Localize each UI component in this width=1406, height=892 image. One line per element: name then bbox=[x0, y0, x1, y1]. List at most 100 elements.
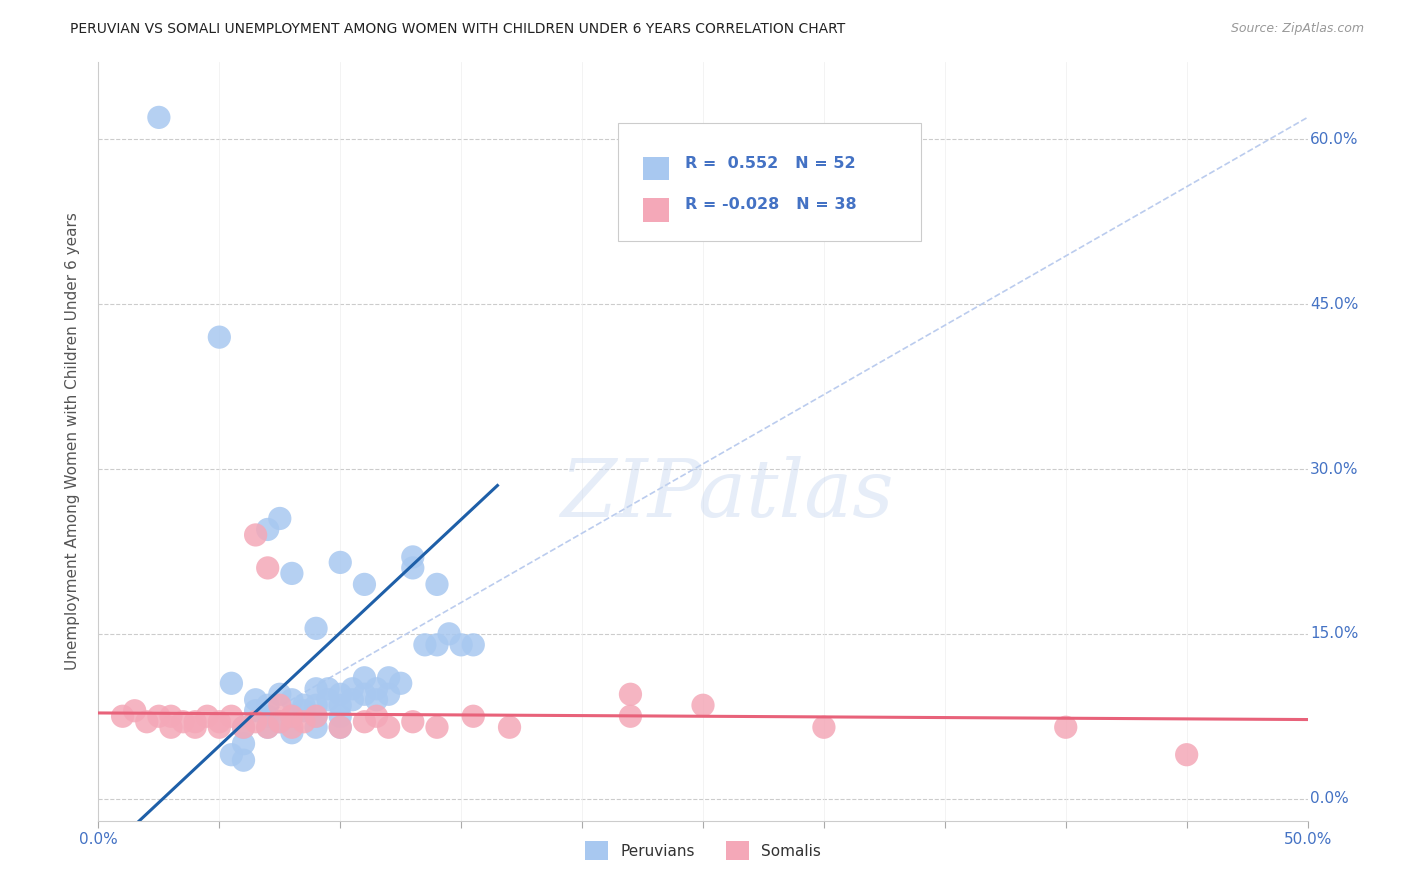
Point bbox=[329, 709, 352, 723]
Point bbox=[402, 561, 425, 575]
Text: Source: ZipAtlas.com: Source: ZipAtlas.com bbox=[1230, 22, 1364, 36]
Point bbox=[184, 714, 207, 729]
Point bbox=[389, 676, 412, 690]
Point bbox=[813, 720, 835, 734]
Point bbox=[1175, 747, 1198, 762]
Point bbox=[172, 714, 194, 729]
Text: R =  0.552   N = 52: R = 0.552 N = 52 bbox=[685, 156, 855, 170]
Point bbox=[426, 638, 449, 652]
Point bbox=[160, 709, 183, 723]
Point bbox=[269, 687, 291, 701]
Point bbox=[305, 709, 328, 723]
Point bbox=[195, 709, 218, 723]
Point bbox=[305, 698, 328, 713]
Point bbox=[426, 720, 449, 734]
Point bbox=[426, 577, 449, 591]
Point bbox=[377, 720, 399, 734]
FancyBboxPatch shape bbox=[643, 198, 669, 221]
Point bbox=[148, 709, 170, 723]
Point bbox=[269, 714, 291, 729]
Point bbox=[208, 714, 231, 729]
Point bbox=[463, 709, 485, 723]
Text: 0.0%: 0.0% bbox=[1310, 791, 1348, 806]
Point bbox=[329, 698, 352, 713]
Point bbox=[256, 720, 278, 734]
Text: 60.0%: 60.0% bbox=[1310, 132, 1358, 147]
Point bbox=[305, 621, 328, 635]
Point bbox=[353, 671, 375, 685]
Point bbox=[329, 687, 352, 701]
Y-axis label: Unemployment Among Women with Children Under 6 years: Unemployment Among Women with Children U… bbox=[65, 212, 80, 671]
Point bbox=[245, 714, 267, 729]
Point bbox=[269, 714, 291, 729]
Point bbox=[353, 577, 375, 591]
Point bbox=[498, 720, 520, 734]
Point bbox=[160, 720, 183, 734]
Point bbox=[366, 692, 388, 706]
Point bbox=[463, 638, 485, 652]
Point bbox=[245, 528, 267, 542]
Point bbox=[437, 627, 460, 641]
Point bbox=[292, 704, 315, 718]
Point bbox=[281, 720, 304, 734]
Point bbox=[245, 704, 267, 718]
Point bbox=[353, 687, 375, 701]
FancyBboxPatch shape bbox=[643, 157, 669, 180]
Point bbox=[450, 638, 472, 652]
Point bbox=[305, 709, 328, 723]
Point bbox=[232, 720, 254, 734]
Point bbox=[269, 511, 291, 525]
Point bbox=[619, 687, 641, 701]
Point bbox=[292, 714, 315, 729]
Point bbox=[292, 698, 315, 713]
Point bbox=[366, 709, 388, 723]
Point bbox=[305, 720, 328, 734]
FancyBboxPatch shape bbox=[619, 123, 921, 241]
Point bbox=[329, 720, 352, 734]
Point bbox=[221, 747, 243, 762]
Text: 30.0%: 30.0% bbox=[1310, 461, 1358, 476]
Point bbox=[232, 720, 254, 734]
Point bbox=[256, 709, 278, 723]
Point bbox=[305, 681, 328, 696]
Point bbox=[1054, 720, 1077, 734]
Point bbox=[353, 714, 375, 729]
Point bbox=[232, 753, 254, 767]
Point bbox=[329, 556, 352, 570]
Point bbox=[184, 720, 207, 734]
Point bbox=[148, 111, 170, 125]
Point bbox=[342, 681, 364, 696]
Text: 45.0%: 45.0% bbox=[1310, 297, 1358, 311]
Point bbox=[281, 692, 304, 706]
Point bbox=[366, 681, 388, 696]
Text: R = -0.028   N = 38: R = -0.028 N = 38 bbox=[685, 197, 856, 212]
Text: ZIPatlas: ZIPatlas bbox=[561, 456, 894, 533]
Point bbox=[281, 566, 304, 581]
Point bbox=[413, 638, 436, 652]
Point bbox=[135, 714, 157, 729]
Point bbox=[329, 720, 352, 734]
Point bbox=[281, 709, 304, 723]
Point bbox=[316, 681, 339, 696]
Point bbox=[377, 687, 399, 701]
Point bbox=[342, 692, 364, 706]
Text: PERUVIAN VS SOMALI UNEMPLOYMENT AMONG WOMEN WITH CHILDREN UNDER 6 YEARS CORRELAT: PERUVIAN VS SOMALI UNEMPLOYMENT AMONG WO… bbox=[70, 22, 845, 37]
Point bbox=[256, 523, 278, 537]
Point bbox=[377, 671, 399, 685]
Point bbox=[281, 709, 304, 723]
Point bbox=[256, 698, 278, 713]
Point bbox=[619, 709, 641, 723]
Legend: Peruvians, Somalis: Peruvians, Somalis bbox=[579, 835, 827, 866]
Point bbox=[402, 714, 425, 729]
Point bbox=[256, 561, 278, 575]
Point bbox=[281, 725, 304, 739]
Point bbox=[221, 676, 243, 690]
Point bbox=[692, 698, 714, 713]
Point bbox=[256, 720, 278, 734]
Point bbox=[269, 698, 291, 713]
Point bbox=[124, 704, 146, 718]
Point bbox=[402, 549, 425, 564]
Text: 15.0%: 15.0% bbox=[1310, 626, 1358, 641]
Point bbox=[232, 737, 254, 751]
Point bbox=[208, 330, 231, 344]
